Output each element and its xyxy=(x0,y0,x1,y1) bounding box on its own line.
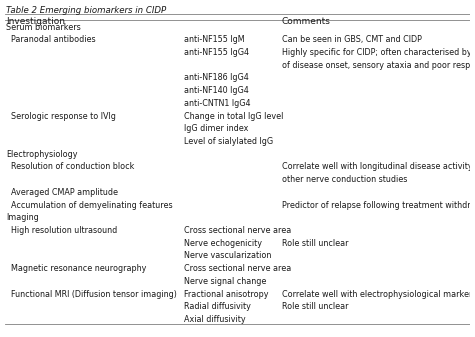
Text: anti-NF155 IgG4: anti-NF155 IgG4 xyxy=(184,48,249,57)
Text: Functional MRI (Diffusion tensor imaging): Functional MRI (Diffusion tensor imaging… xyxy=(6,289,177,299)
Text: Fractional anisotropy: Fractional anisotropy xyxy=(184,289,268,299)
Text: IgG dimer index: IgG dimer index xyxy=(184,124,248,133)
Text: Role still unclear: Role still unclear xyxy=(282,239,348,248)
Text: Radial diffusivity: Radial diffusivity xyxy=(184,302,251,311)
Text: Change in total IgG level: Change in total IgG level xyxy=(184,112,284,121)
Text: Cross sectional nerve area: Cross sectional nerve area xyxy=(184,226,291,235)
Text: Averaged CMAP amplitude: Averaged CMAP amplitude xyxy=(6,188,118,197)
Text: Level of sialylated IgG: Level of sialylated IgG xyxy=(184,137,273,146)
Text: Nerve signal change: Nerve signal change xyxy=(184,277,266,286)
Text: Predictor of relapse following treatment withdrawal: Predictor of relapse following treatment… xyxy=(282,201,475,210)
Text: Nerve echogenicity: Nerve echogenicity xyxy=(184,239,262,248)
Text: High resolution ultrasound: High resolution ultrasound xyxy=(6,226,117,235)
Text: Resolution of conduction block: Resolution of conduction block xyxy=(6,162,134,172)
Text: Comments: Comments xyxy=(282,17,331,26)
Text: anti-CNTN1 IgG4: anti-CNTN1 IgG4 xyxy=(184,99,250,108)
Text: Cross sectional nerve area: Cross sectional nerve area xyxy=(184,264,291,273)
Text: Highly specific for CIDP; often characterised by younger age: Highly specific for CIDP; often characte… xyxy=(282,48,475,57)
Text: Magnetic resonance neurography: Magnetic resonance neurography xyxy=(6,264,146,273)
Text: anti-NF140 IgG4: anti-NF140 IgG4 xyxy=(184,86,249,95)
Text: Investigation: Investigation xyxy=(6,17,65,26)
Text: Axial diffusivity: Axial diffusivity xyxy=(184,315,246,324)
Text: Serologic response to IVIg: Serologic response to IVIg xyxy=(6,112,116,121)
Text: Role still unclear: Role still unclear xyxy=(282,302,348,311)
Text: Accumulation of demyelinating features: Accumulation of demyelinating features xyxy=(6,201,173,210)
Text: Imaging: Imaging xyxy=(6,213,39,222)
Text: Can be seen in GBS, CMT and CIDP: Can be seen in GBS, CMT and CIDP xyxy=(282,35,422,44)
Text: Nerve vascularization: Nerve vascularization xyxy=(184,251,271,261)
Text: Correlate well with longitudinal disease activity unlike most: Correlate well with longitudinal disease… xyxy=(282,162,475,172)
Text: anti-NF186 IgG4: anti-NF186 IgG4 xyxy=(184,73,249,82)
Text: Table 2 Emerging biomarkers in CIDP: Table 2 Emerging biomarkers in CIDP xyxy=(6,6,166,15)
Text: anti-NF155 IgM: anti-NF155 IgM xyxy=(184,35,245,44)
Text: other nerve conduction studies: other nerve conduction studies xyxy=(282,175,407,184)
Text: Electrophysiology: Electrophysiology xyxy=(6,150,77,159)
Text: Serum biomarkers: Serum biomarkers xyxy=(6,23,81,32)
Text: of disease onset, sensory ataxia and poor response to IVIg: of disease onset, sensory ataxia and poo… xyxy=(282,61,475,70)
Text: Correlate well with electrophysiological markers of demyelinati...: Correlate well with electrophysiological… xyxy=(282,289,475,299)
Text: Paranodal antibodies: Paranodal antibodies xyxy=(6,35,96,44)
